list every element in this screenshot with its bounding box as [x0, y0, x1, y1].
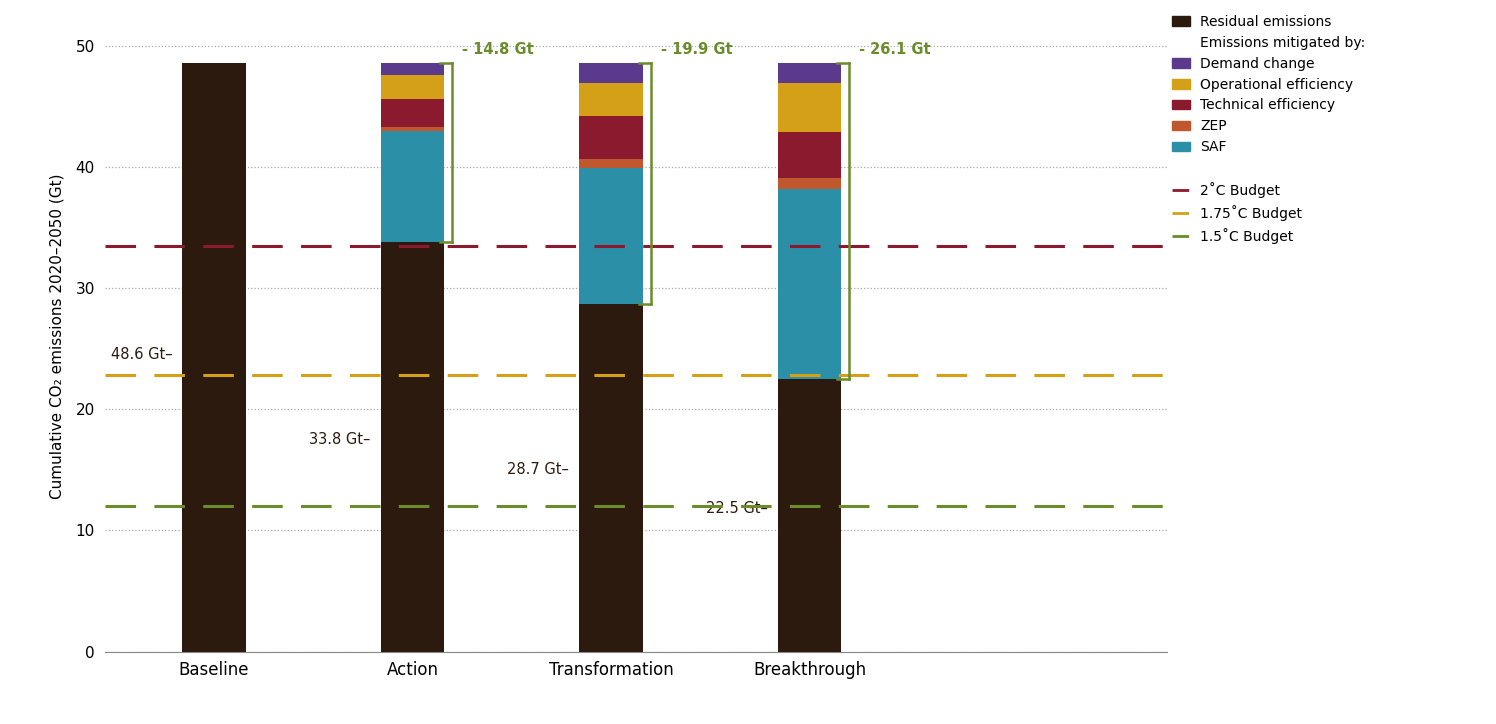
Text: 33.8 Gt–: 33.8 Gt– — [310, 432, 371, 447]
Bar — [579, 117, 643, 159]
Bar — [778, 63, 841, 83]
Bar — [579, 304, 643, 652]
Bar — [579, 63, 643, 83]
Text: - 14.8 Gt: - 14.8 Gt — [462, 42, 534, 57]
Bar — [380, 63, 444, 75]
Bar — [579, 159, 643, 168]
Bar — [778, 178, 841, 189]
Text: - 19.9 Gt: - 19.9 Gt — [661, 42, 732, 57]
Bar — [183, 63, 245, 652]
Bar — [579, 83, 643, 117]
Bar — [778, 379, 841, 652]
Bar — [579, 168, 643, 304]
Text: - 26.1 Gt: - 26.1 Gt — [859, 42, 931, 57]
Bar — [380, 243, 444, 652]
Text: 48.6 Gt–: 48.6 Gt– — [111, 348, 172, 362]
Bar — [778, 83, 841, 132]
Text: 28.7 Gt–: 28.7 Gt– — [507, 463, 570, 477]
Bar — [380, 75, 444, 99]
Bar — [778, 132, 841, 178]
Text: 22.5 Gt–: 22.5 Gt– — [706, 501, 767, 516]
Legend: Residual emissions, Emissions mitigated by:, Demand change, Operational efficien: Residual emissions, Emissions mitigated … — [1167, 9, 1370, 250]
Bar — [778, 189, 841, 379]
Bar — [380, 131, 444, 243]
Bar — [380, 99, 444, 127]
Bar — [380, 127, 444, 131]
Y-axis label: Cumulative CO₂ emissions 2020–2050 (Gt): Cumulative CO₂ emissions 2020–2050 (Gt) — [49, 174, 64, 500]
